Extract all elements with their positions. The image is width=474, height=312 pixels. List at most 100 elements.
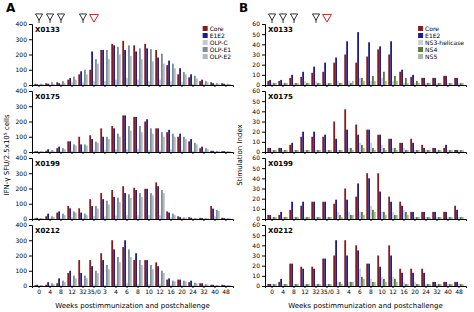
bar	[366, 57, 368, 85]
bar	[306, 150, 308, 152]
tick-mark	[137, 85, 138, 87]
bar	[438, 150, 440, 152]
tick: 300	[16, 170, 32, 177]
vaccination-head	[46, 14, 53, 20]
tick	[50, 219, 51, 221]
tick-mark	[414, 85, 415, 87]
vaccination-arrow	[79, 14, 86, 23]
bar	[51, 150, 53, 152]
axis-line	[262, 226, 266, 287]
bar	[368, 130, 370, 152]
bar	[75, 213, 77, 219]
bar	[311, 73, 313, 85]
bar	[188, 217, 190, 219]
bar	[300, 267, 302, 286]
bar	[401, 70, 403, 85]
bar	[144, 260, 146, 286]
bar	[271, 217, 273, 219]
bar	[91, 139, 93, 152]
bar	[56, 82, 58, 85]
tick-label: 50	[252, 165, 260, 172]
bar	[80, 144, 82, 152]
tick-mark	[29, 256, 32, 257]
tick: 40	[211, 286, 219, 295]
series	[275, 212, 464, 219]
bar	[339, 150, 341, 152]
bar	[438, 217, 440, 219]
vaccination-arrow	[57, 14, 64, 23]
series	[34, 115, 223, 152]
bar	[227, 151, 229, 152]
bar	[119, 55, 121, 86]
tick	[316, 85, 317, 87]
tick-mark	[425, 219, 426, 221]
bar	[49, 151, 51, 152]
bar	[60, 218, 62, 219]
bar	[456, 78, 458, 85]
bar	[368, 178, 370, 219]
tick: 3	[103, 286, 107, 295]
bar	[174, 137, 176, 152]
bar	[267, 148, 269, 152]
tick-mark	[316, 219, 317, 221]
bar	[392, 212, 394, 219]
bar	[82, 82, 84, 85]
series	[275, 148, 464, 152]
tick	[148, 85, 149, 87]
tick	[436, 219, 437, 221]
bar	[454, 206, 456, 219]
bar	[412, 75, 414, 85]
bar	[218, 151, 220, 152]
bar	[225, 218, 227, 219]
challenge-arrow	[90, 14, 99, 22]
bar	[126, 283, 128, 286]
tick: 300	[16, 36, 32, 43]
bar	[161, 271, 163, 286]
bar	[157, 186, 159, 219]
x-axis: 048123235/034681012162024324048	[266, 286, 467, 295]
bar	[214, 216, 216, 219]
bar	[89, 260, 91, 286]
bar	[188, 77, 190, 85]
bar	[370, 143, 372, 152]
bar	[319, 150, 321, 152]
tick-mark	[262, 189, 265, 190]
bar	[410, 139, 412, 152]
bar	[346, 130, 348, 152]
bar	[111, 190, 113, 219]
bar	[447, 83, 449, 85]
bar	[317, 284, 319, 286]
bar	[326, 150, 328, 152]
bar	[150, 265, 152, 286]
bar	[432, 78, 434, 85]
bar	[207, 218, 209, 219]
bar	[148, 150, 150, 152]
series	[38, 215, 227, 219]
bar	[183, 72, 185, 85]
bar	[341, 284, 343, 286]
tick-mark	[29, 152, 32, 153]
bar	[379, 267, 381, 286]
series	[267, 173, 456, 219]
tick	[414, 152, 415, 154]
bar	[216, 210, 218, 219]
tick: 200	[16, 185, 32, 192]
tick-label: 3	[336, 288, 340, 295]
tick-mark	[262, 266, 265, 267]
bar	[379, 46, 381, 85]
tick	[436, 152, 437, 154]
bar	[78, 208, 80, 219]
bar	[34, 151, 36, 152]
bar	[185, 139, 187, 152]
bar	[269, 148, 271, 152]
tick: 300	[16, 237, 32, 244]
tick	[327, 219, 328, 221]
bar	[40, 84, 42, 85]
bar	[225, 84, 227, 85]
bar	[126, 149, 128, 152]
bar	[418, 284, 420, 286]
tick-mark	[225, 219, 226, 221]
bar	[300, 77, 302, 85]
legend-swatch	[203, 54, 208, 59]
tick-mark	[214, 219, 215, 221]
